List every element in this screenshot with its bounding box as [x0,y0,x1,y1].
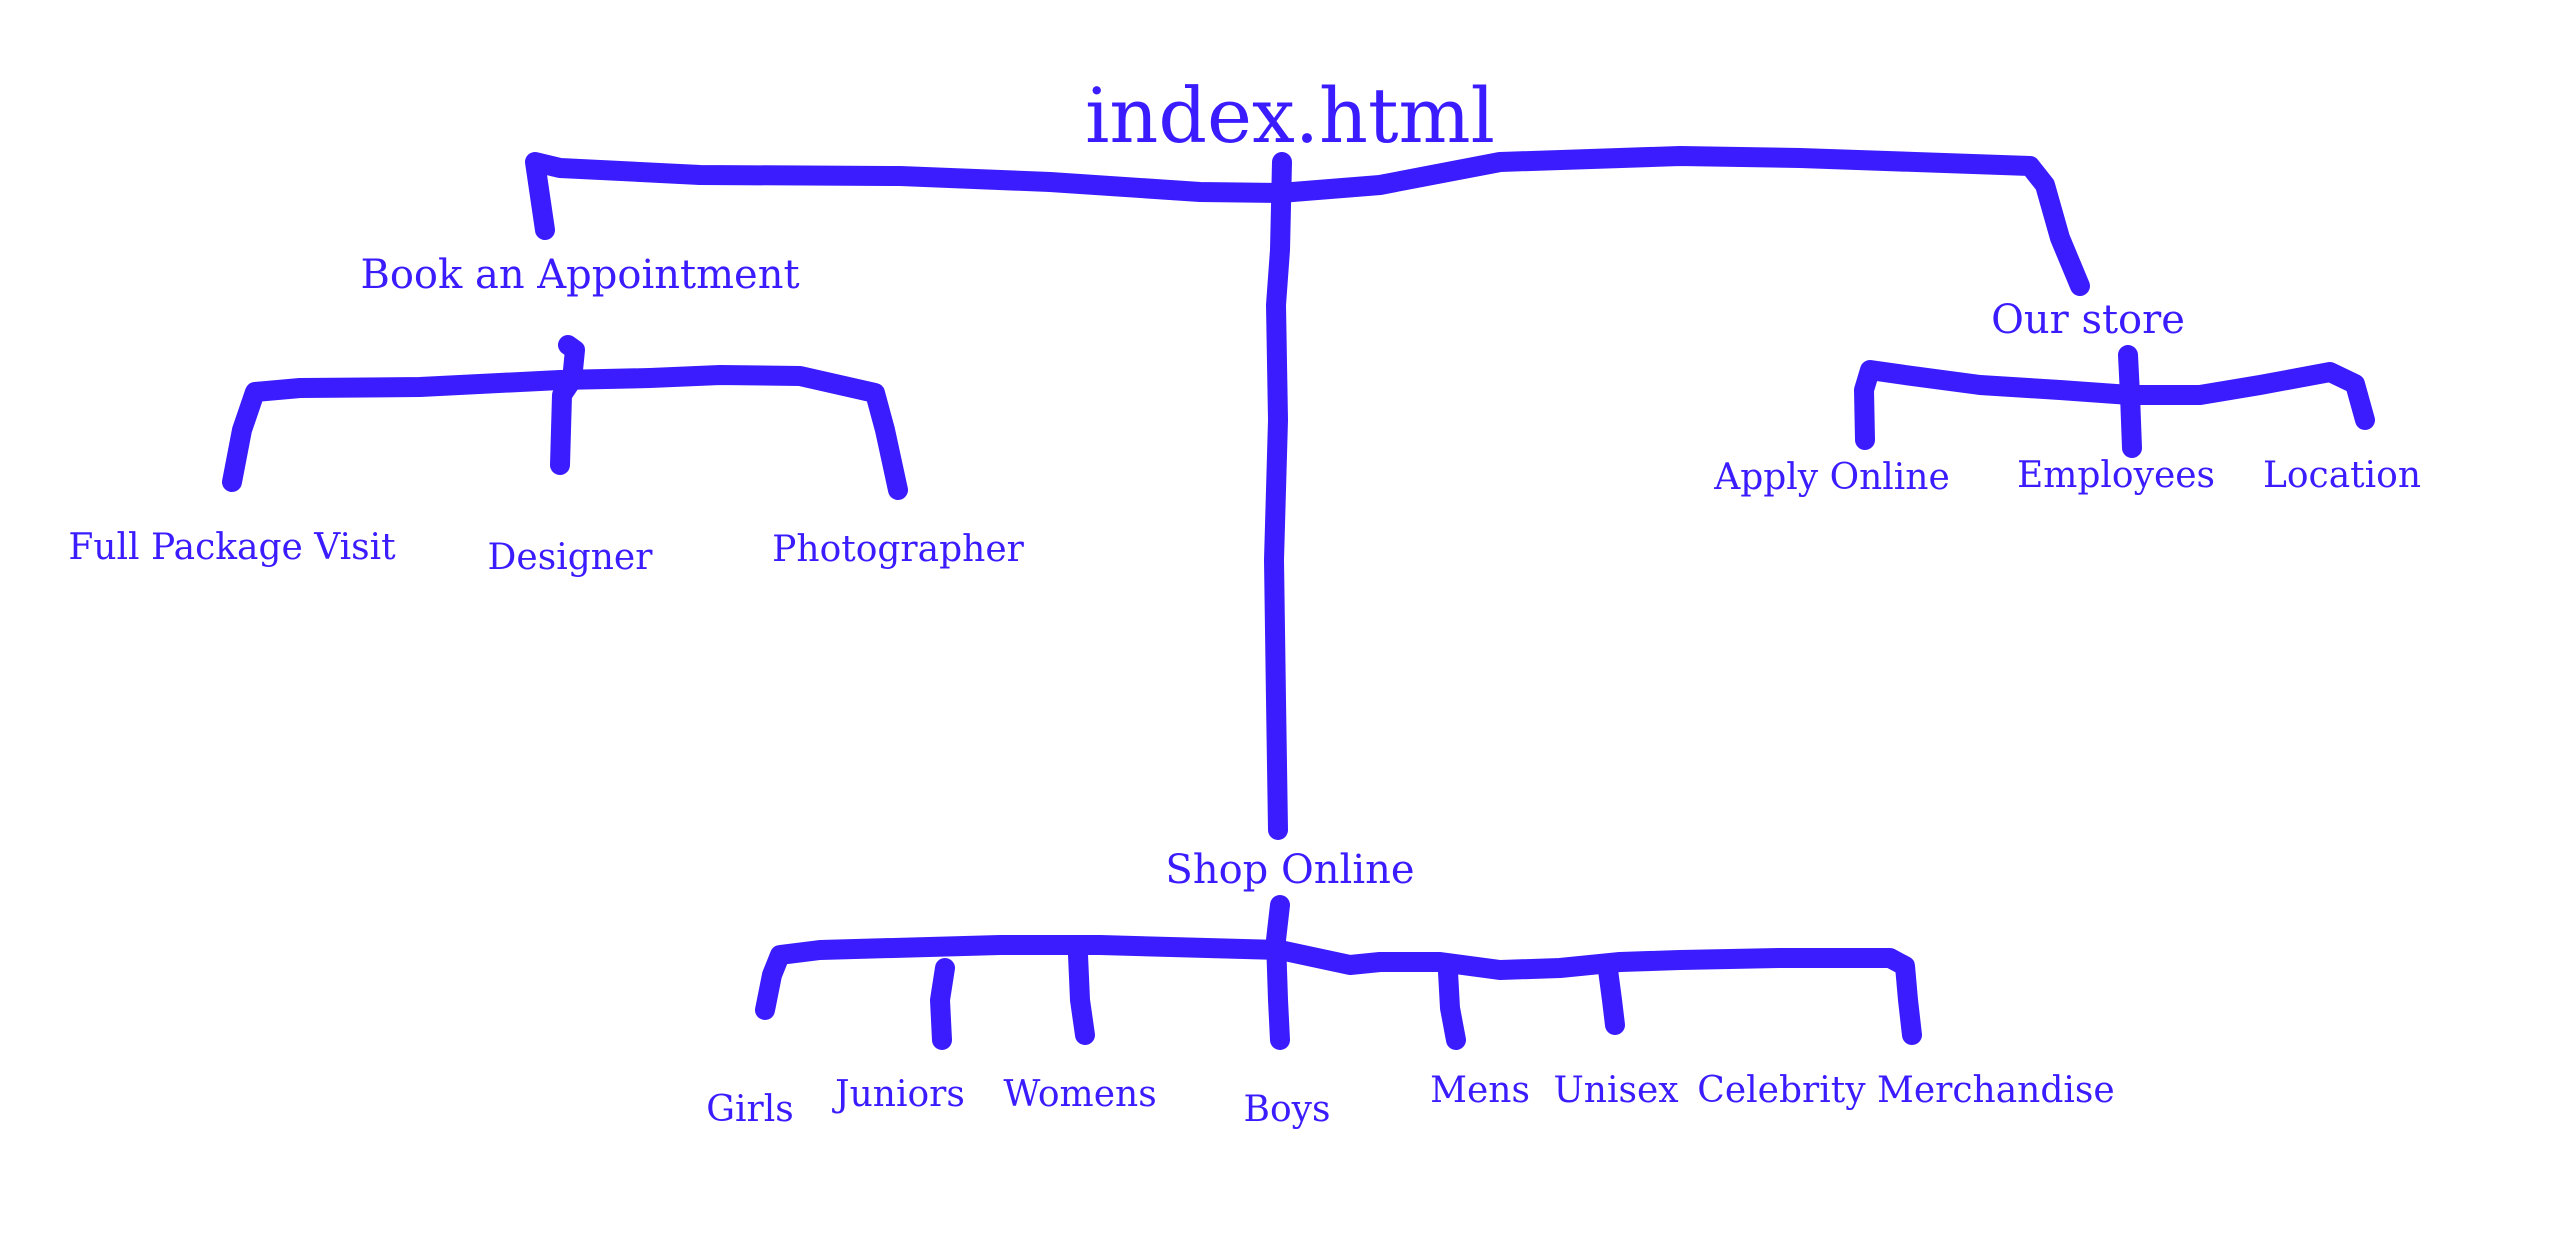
book-child-photographer[interactable]: Photographer [772,529,1024,570]
store-child-location[interactable]: Location [2262,455,2422,496]
shop-stem-line [1266,895,1290,1050]
shop-branch-line [755,935,1922,1045]
shop-child-juniors[interactable]: Juniors [835,1074,965,1115]
book-child-full-package-visit[interactable]: Full Package Visit [68,527,396,568]
shop-child-unisex[interactable]: Unisex [1553,1070,1679,1111]
shop-online-node[interactable]: Shop Online [1165,847,1415,893]
book-branch-line [222,365,908,500]
store-child-employees[interactable]: Employees [2016,455,2216,496]
shop-child-celebrity-merchandise[interactable]: Celebrity Merchandise [1697,1070,2115,1111]
store-branch-line [1854,360,2375,450]
shop-child-womens[interactable]: Womens [1003,1074,1157,1115]
unisex-drop-line [1598,960,1625,1035]
store-child-apply-online[interactable]: Apply Online [1714,457,1950,498]
store-stem-line [2118,345,2142,458]
shop-child-mens[interactable]: Mens [1430,1070,1530,1111]
root-branch-line [525,146,2090,296]
root-node[interactable]: index.html [1085,71,1495,160]
book-appointment-node[interactable]: Book an Appointment [360,252,800,298]
shop-child-boys[interactable]: Boys [1243,1089,1331,1130]
book-child-designer[interactable]: Designer [487,537,653,578]
shop-child-girls[interactable]: Girls [706,1089,794,1130]
juniors-drop-line [930,958,955,1050]
book-stem-line [550,335,585,475]
our-store-node[interactable]: Our store [1991,297,2185,343]
shop-trunk-line [1264,152,1292,840]
mens-drop-line [1438,962,1466,1050]
womens-drop-line [1068,945,1095,1045]
